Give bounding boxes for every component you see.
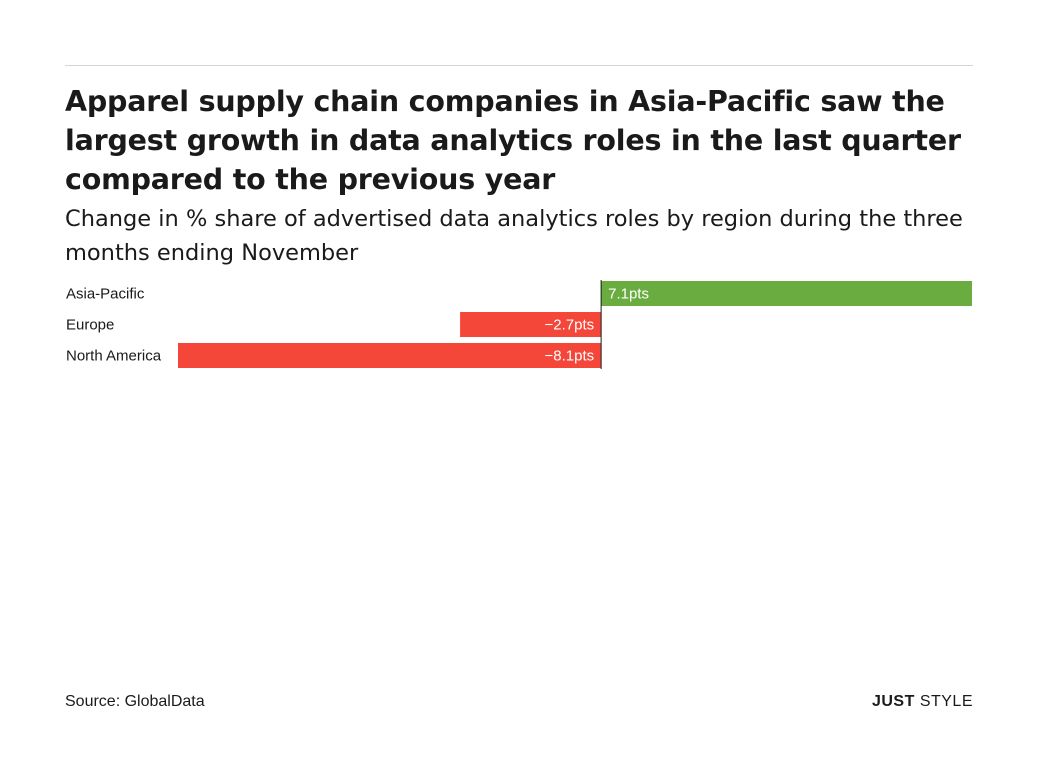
brand-logo-bold: JUST <box>871 693 915 710</box>
data-label-asia-pacific: 7.1pts <box>608 286 649 303</box>
data-label-europe: −2.7pts <box>544 317 594 334</box>
chart-title: Apparel supply chain companies in Asia-P… <box>65 85 961 196</box>
source-note: Source: GlobalData <box>65 693 205 710</box>
category-label-europe: Europe <box>66 317 114 334</box>
bar-asia-pacific <box>601 281 972 306</box>
category-label-asia-pacific: Asia-Pacific <box>66 286 145 303</box>
top-divider <box>65 65 973 66</box>
category-labels-group: Asia-Pacific Europe North America <box>66 286 162 365</box>
bar-north-america <box>178 343 602 368</box>
bars-group: 7.1pts −2.7pts −8.1pts <box>178 281 972 368</box>
brand-logo: JUST STYLE <box>872 692 973 712</box>
data-label-north-america: −8.1pts <box>544 348 594 365</box>
bar-europe <box>460 312 602 337</box>
chart-subtitle: Change in % share of advertised data ana… <box>65 206 963 266</box>
category-label-north-america: North America <box>66 348 162 365</box>
brand-logo-regular: STYLE <box>919 693 973 710</box>
